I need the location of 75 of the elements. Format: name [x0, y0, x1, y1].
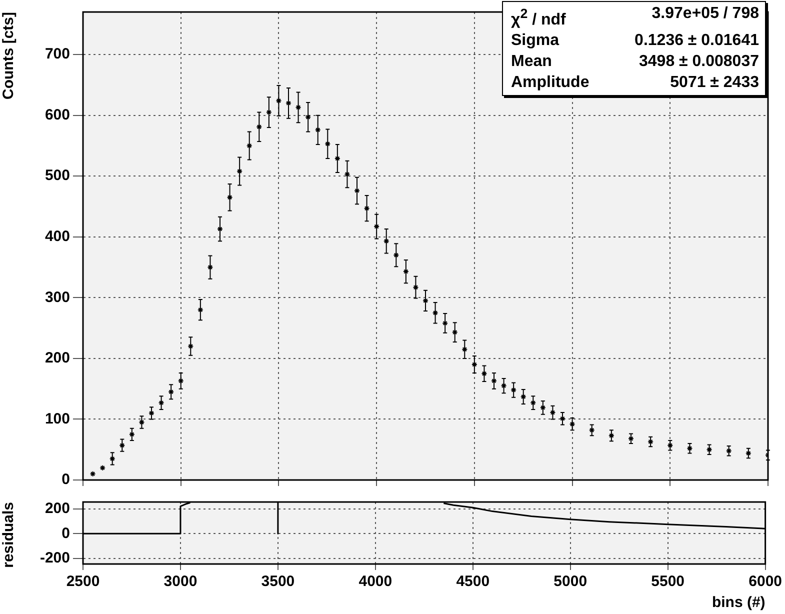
y-tick-label: 0 — [62, 524, 70, 542]
point — [540, 404, 546, 411]
point — [686, 445, 693, 452]
point — [138, 419, 145, 426]
point — [276, 98, 282, 104]
point — [706, 446, 712, 453]
annotation: Amplitude — [511, 73, 590, 94]
point — [100, 464, 106, 471]
point — [569, 421, 576, 428]
point — [246, 142, 252, 149]
y-tick-label: 200 — [44, 350, 70, 367]
x-axis-title: bins (#) — [712, 594, 766, 612]
point — [295, 104, 302, 110]
point — [393, 252, 400, 258]
point — [383, 238, 390, 244]
y-axis-title: Counts [cts] — [0, 12, 18, 100]
point — [412, 284, 419, 290]
x-tick-label: 4500 — [456, 573, 490, 590]
point — [207, 264, 214, 270]
point — [109, 456, 116, 462]
point — [256, 124, 262, 130]
point — [667, 442, 674, 448]
annotation: 0.1236 ± 0.01641 — [634, 31, 759, 52]
y-tick-label: 100 — [44, 410, 70, 428]
point — [314, 126, 321, 133]
point — [158, 400, 164, 406]
point — [500, 382, 507, 389]
y-tick-label: 0 — [62, 471, 70, 488]
point — [305, 114, 312, 120]
y-tick-label: 200 — [44, 500, 70, 517]
y-tick-label: 300 — [44, 288, 70, 306]
annotation: Mean — [511, 52, 552, 72]
point — [344, 171, 350, 178]
x-tick-label: 2500 — [66, 573, 100, 590]
x-tick-label: 5500 — [651, 573, 685, 590]
x-tick-label: 6000 — [748, 573, 782, 590]
y-tick-label: -200 — [40, 550, 70, 567]
point — [197, 306, 204, 313]
y-tick-label: 600 — [44, 106, 70, 124]
point — [726, 448, 732, 454]
y-axis-title: residuals — [0, 502, 18, 568]
annotation: χ$^{2}$ / ndf — [511, 5, 566, 30]
point — [90, 470, 96, 477]
point — [608, 432, 614, 439]
x-tick-label: 4000 — [358, 573, 392, 590]
point — [520, 394, 526, 400]
annotation: Sigma — [511, 31, 560, 52]
annotation: 3498 ± 0.008037 — [639, 52, 759, 72]
point — [442, 320, 448, 326]
y-tick-label: 400 — [44, 228, 70, 246]
point — [452, 329, 458, 336]
point — [226, 194, 233, 200]
y-tick-label: 500 — [44, 167, 70, 184]
point — [119, 442, 126, 448]
point — [266, 109, 272, 116]
point — [178, 378, 184, 384]
point — [188, 343, 194, 350]
point — [481, 370, 488, 377]
point — [364, 205, 370, 212]
point — [588, 427, 595, 434]
y-tick-label: 700 — [44, 46, 70, 63]
point — [462, 346, 468, 352]
annotation: 5071 ± 2433 — [670, 73, 759, 94]
point — [236, 168, 243, 174]
x-tick-label: 3000 — [164, 573, 198, 590]
point — [530, 400, 536, 406]
point — [432, 310, 438, 316]
x-tick-label: 3500 — [261, 573, 295, 590]
x-tick-label: 5000 — [554, 573, 588, 590]
point — [168, 388, 174, 395]
point — [324, 140, 331, 147]
annotation: 3.97e+05 / 798 — [652, 4, 759, 24]
point — [745, 450, 752, 456]
point — [648, 438, 654, 445]
point — [128, 431, 135, 438]
